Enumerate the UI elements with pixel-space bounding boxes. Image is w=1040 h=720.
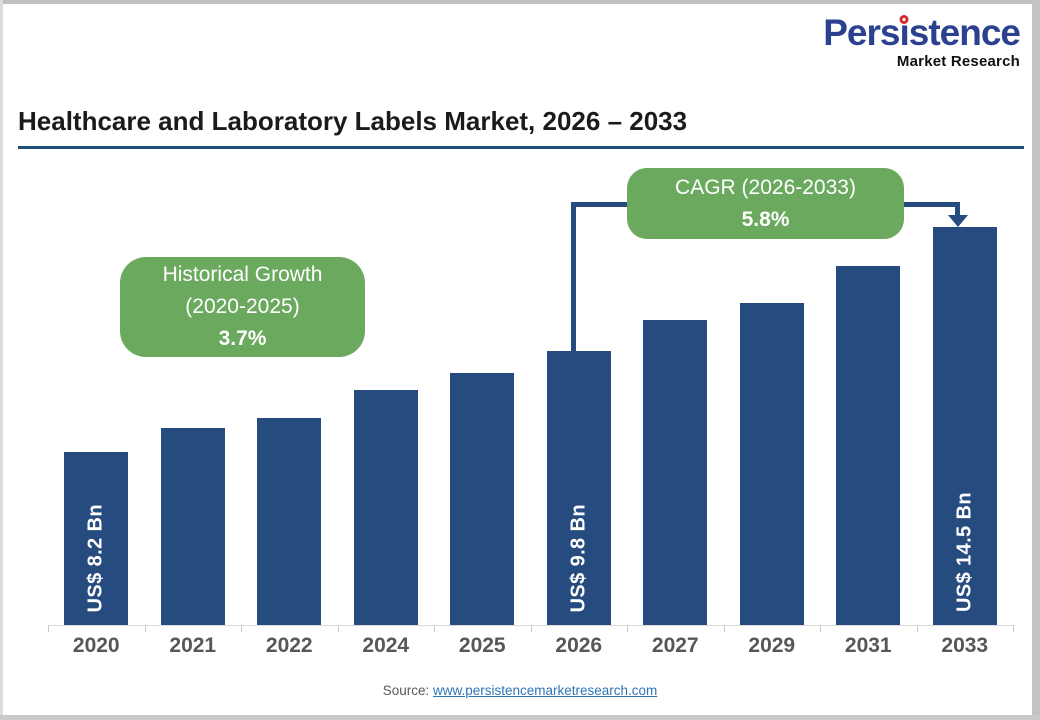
bar-slot-2026: US$ 9.8 Bn [531, 351, 628, 625]
frame-edge-left [0, 0, 3, 720]
logo-text-part2: stence [908, 12, 1021, 53]
x-axis-label-2029: 2029 [748, 634, 796, 657]
cagr-callout: CAGR (2026-2033) 5.8% [627, 168, 904, 239]
axis-tick [48, 625, 49, 632]
axis-tick [241, 625, 242, 632]
cagr-connector-to-2033 [955, 202, 960, 216]
logo-text-part1: Pers [823, 12, 900, 53]
pmr-logo: Persı stence Market Research [823, 12, 1021, 70]
x-axis-ticks [48, 625, 1014, 633]
axis-tick [434, 625, 435, 632]
axis-tick [916, 625, 918, 632]
x-axis-labels: 2020 2021 2022 2024 2025 2026 2027 2029 2031 2033 [48, 634, 1013, 658]
bar-slot-2029 [724, 303, 821, 625]
bar-2024 [353, 390, 418, 625]
historical-growth-callout: Historical Growth (2020-2025) 3.7% [120, 257, 365, 357]
title-underline [18, 146, 1024, 149]
frame-edge-right [1032, 0, 1040, 720]
cagr-line1: CAGR (2026-2033) [675, 176, 856, 199]
axis-tick [627, 625, 628, 632]
historical-growth-value: 3.7% [218, 326, 267, 350]
bar-slot-2021 [145, 428, 242, 625]
logo-wordmark: Persı stence [823, 12, 1021, 53]
source-prefix: Source: [382, 683, 433, 698]
plot-area: US$ 8.2 Bn US$ 9.8 Bn US$ 14.5 Bn [48, 0, 1013, 625]
frame-edge-bottom [0, 715, 1040, 720]
bar-value-label-2026: US$ 9.8 Bn [567, 503, 590, 612]
bar-2022 [257, 418, 322, 625]
x-axis-label-2026: 2026 [555, 634, 603, 657]
x-axis-label-2021: 2021 [169, 634, 217, 657]
bar-slot-2024 [338, 390, 435, 625]
bar-slot-2020: US$ 8.2 Bn [48, 452, 145, 625]
cagr-connector-from-2026 [571, 202, 576, 352]
logo-letter-i: ı [899, 12, 909, 53]
axis-tick [820, 625, 821, 632]
bar-2026: US$ 9.8 Bn [546, 351, 611, 625]
source-link[interactable]: www.persistencemarketresearch.com [432, 683, 658, 698]
historical-growth-line1: Historical Growth [162, 263, 323, 287]
bar-2029 [739, 303, 804, 625]
historical-growth-line2: (2020-2025) [185, 295, 300, 319]
axis-tick [530, 625, 532, 632]
logo-dotless-i: ı [899, 12, 909, 53]
cagr-arrowhead-icon [948, 215, 968, 227]
axis-tick [723, 625, 725, 632]
x-axis-label-2025: 2025 [458, 634, 506, 657]
page-title: Healthcare and Laboratory Labels Market,… [18, 106, 688, 136]
frame-edge-top [0, 0, 1040, 4]
x-axis-label-2024: 2024 [362, 634, 410, 657]
x-axis-label-2022: 2022 [265, 634, 313, 657]
bar-2021 [160, 428, 225, 625]
axis-tick [144, 625, 146, 632]
bar-value-label-2033: US$ 14.5 Bn [953, 491, 976, 612]
bar-2020: US$ 8.2 Bn [64, 452, 129, 625]
bar-slot-2022 [241, 418, 338, 625]
logo-star-dot-icon [899, 15, 909, 24]
bar-2033: US$ 14.5 Bn [932, 227, 997, 625]
bar-slot-2027 [627, 320, 724, 625]
bar-value-label-2020: US$ 8.2 Bn [84, 503, 107, 612]
axis-tick [337, 625, 339, 632]
cagr-value: 5.8% [741, 207, 790, 231]
x-axis-label-2031: 2031 [844, 634, 892, 657]
bar-slot-2025 [434, 373, 531, 625]
bar-2025 [450, 373, 515, 625]
bar-2027 [643, 320, 708, 625]
x-axis-label-2020: 2020 [72, 634, 120, 657]
bar-slot-2031 [820, 266, 917, 625]
x-axis-label-2027: 2027 [651, 634, 699, 657]
axis-tick [1013, 625, 1014, 632]
x-axis-label-2033: 2033 [941, 634, 989, 657]
bar-2031 [836, 266, 901, 625]
logo-subtitle: Market Research [896, 53, 1020, 70]
bar-slot-2033: US$ 14.5 Bn [917, 227, 1014, 625]
source-line: Source: www.persistencemarketresearch.co… [0, 683, 1040, 698]
